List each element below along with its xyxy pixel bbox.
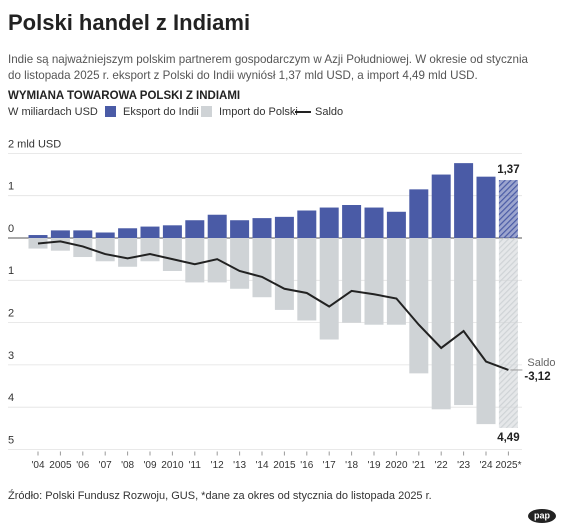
y-tick-label: 2 (8, 308, 14, 320)
bar (319, 238, 339, 340)
logo: pap (534, 510, 551, 520)
x-tick-label: 2015 (273, 460, 296, 471)
bar (409, 189, 429, 238)
bar (185, 238, 205, 283)
bar (409, 238, 429, 374)
x-tick-label: '09 (143, 460, 156, 471)
x-tick-label: '06 (76, 460, 89, 471)
x-tick-label: 2020 (385, 460, 408, 471)
y-tick-label: 2 mld USD (8, 138, 61, 150)
bar (386, 238, 406, 325)
x-tick-label: '23 (457, 460, 470, 471)
source: Źródło: Polski Fundusz Rozwoju, GUS, *da… (8, 489, 432, 502)
bar (118, 228, 138, 238)
bar (364, 207, 384, 238)
y-tick-label: 1 (8, 181, 14, 193)
subtitle-line: Indie są najważniejszym polskim partnere… (8, 53, 529, 66)
value-label: 4,49 (497, 432, 519, 444)
subtitle-line: do listopada 2025 r. eksport z Polski do… (8, 69, 478, 82)
x-tick-label: 2010 (161, 460, 184, 471)
chart-heading: WYMIANA TOWAROWA POLSKI Z INDIAMI (8, 90, 240, 102)
x-tick-label: '21 (412, 460, 425, 471)
value-label: -3,12 (524, 371, 550, 383)
bar (342, 205, 362, 238)
bar (50, 238, 70, 251)
bar (498, 180, 518, 238)
bar (364, 238, 384, 325)
x-tick-label: '22 (435, 460, 448, 471)
bar (252, 218, 272, 238)
annotation: Saldo (527, 357, 555, 369)
x-tick-label: '19 (367, 460, 380, 471)
bar (230, 220, 250, 238)
y-tick-label: 3 (8, 350, 14, 362)
bar (73, 238, 93, 258)
bar (95, 238, 115, 262)
value-label: 1,37 (497, 164, 519, 176)
chart-title: Polski handel z Indiami (8, 10, 250, 35)
x-tick-label: '18 (345, 460, 358, 471)
bar (274, 216, 294, 238)
bar (73, 230, 93, 238)
x-tick-label: '14 (255, 460, 268, 471)
x-tick-label: '13 (233, 460, 246, 471)
bar (454, 163, 474, 238)
legend-label: Eksport do Indii (123, 106, 199, 118)
x-tick-label: '11 (189, 460, 202, 471)
bar (140, 226, 160, 238)
bar (431, 174, 451, 238)
bar (476, 176, 496, 238)
x-tick-label: 2005 (49, 460, 72, 471)
bar (319, 207, 339, 238)
x-tick-label: '04 (31, 460, 44, 471)
legend-label: Saldo (315, 106, 343, 118)
x-tick-label: '17 (323, 460, 336, 471)
x-tick-label: '08 (121, 460, 134, 471)
y-tick-label: 5 (8, 434, 14, 446)
bar (454, 238, 474, 406)
x-tick-label: '24 (479, 460, 492, 471)
bar (185, 220, 205, 238)
x-tick-label: '07 (99, 460, 112, 471)
bar (28, 235, 48, 238)
bar (342, 238, 362, 323)
bar (162, 225, 182, 238)
bar (118, 238, 138, 267)
bar (50, 230, 70, 238)
logo-badge (528, 509, 556, 523)
bar (386, 211, 406, 238)
bar (431, 238, 451, 410)
legend-swatch (105, 106, 116, 117)
bar (207, 214, 227, 238)
legend-label: Import do Polski (219, 106, 298, 118)
y-tick-label: 4 (8, 392, 14, 404)
bar (274, 238, 294, 310)
bar (230, 238, 250, 289)
y-tick-label: 1 (8, 265, 14, 277)
bar (162, 238, 182, 271)
x-tick-label: 2025* (495, 460, 521, 471)
bar (297, 238, 317, 321)
bar (252, 238, 272, 298)
legend-swatch (201, 106, 212, 117)
y-tick-label: 0 (8, 223, 14, 235)
saldo-line (37, 240, 509, 371)
x-tick-label: '16 (300, 460, 313, 471)
x-tick-label: '12 (211, 460, 224, 471)
unit-label: W miliardach USD (8, 106, 98, 118)
bar (95, 232, 115, 238)
bar (498, 238, 518, 428)
bar (140, 238, 160, 262)
bar (476, 238, 496, 425)
bar (297, 210, 317, 238)
